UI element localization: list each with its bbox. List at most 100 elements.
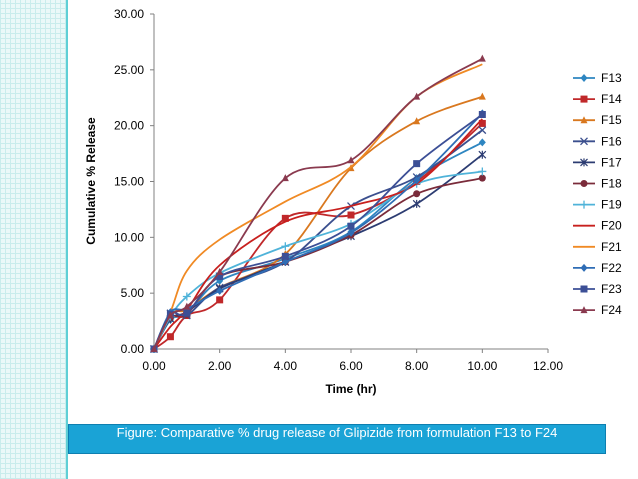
legend-label: F23: [601, 282, 622, 296]
legend-entry-f20: F20: [573, 219, 622, 233]
data-point: [478, 92, 486, 100]
data-point: [281, 252, 289, 260]
series-f22: [150, 109, 486, 353]
data-point: [347, 211, 355, 219]
data-point: [478, 174, 486, 182]
legend-entry-f21: F21: [573, 240, 622, 254]
legend-label: F15: [601, 113, 622, 127]
legend-label: F14: [601, 92, 622, 106]
legend-label: F18: [601, 177, 622, 191]
legend-marker: [580, 285, 588, 293]
decorative-left-strip: [0, 0, 66, 479]
data-point: [478, 54, 486, 62]
legend-marker: [580, 137, 588, 146]
y-tick-label: 20.00: [114, 119, 144, 133]
x-axis-label: Time (hr): [325, 382, 376, 396]
legend-marker: [580, 306, 588, 314]
series-f15: [150, 92, 486, 352]
legend-entry-f17: F17: [573, 155, 622, 169]
data-point: [347, 228, 355, 237]
series-f16: [150, 126, 487, 353]
legend-label: F16: [601, 134, 622, 148]
data-point: [216, 286, 224, 295]
y-tick-label: 25.00: [114, 63, 144, 77]
series-line-f18: [153, 177, 483, 350]
data-point: [478, 138, 486, 147]
data-point: [166, 311, 174, 319]
legend-label: F19: [601, 198, 622, 212]
legend-label: F24: [601, 303, 622, 317]
legend-entry-f15: F15: [573, 113, 622, 127]
series-line-f19: [153, 170, 483, 350]
legend-entry-f16: F16: [573, 134, 622, 148]
legend-marker: [580, 263, 588, 272]
figure-caption: Figure: Comparative % drug release of Gl…: [68, 424, 606, 454]
data-point: [413, 160, 421, 168]
legend-entry-f23: F23: [573, 282, 622, 296]
legend-entry-f19: F19: [573, 198, 622, 212]
x-tick-label: 0.00: [142, 359, 166, 373]
x-tick-label: 12.00: [533, 359, 563, 373]
series-line-f23: [153, 113, 483, 350]
y-tick-label: 15.00: [114, 175, 144, 189]
data-point: [281, 257, 289, 266]
data-point: [413, 92, 421, 100]
data-point: [216, 296, 224, 304]
legend-entry-f18: F18: [573, 177, 622, 191]
legend-label: F17: [601, 155, 622, 169]
x-tick-label: 6.00: [339, 359, 363, 373]
legend-marker: [580, 180, 588, 187]
legend-label: F13: [601, 71, 622, 85]
legend-label: F20: [601, 219, 622, 233]
data-point: [347, 156, 355, 164]
data-point: [216, 267, 224, 275]
chart-axes: 0.00 5.00 10.00 15.00 20.00 25.00 30.00 0.00 2.0…: [114, 7, 563, 373]
legend-marker: [580, 200, 588, 209]
y-tick-label: 5.00: [121, 286, 145, 300]
data-point: [478, 119, 486, 127]
legend-label: F22: [601, 261, 622, 275]
data-point: [182, 292, 191, 301]
series-f24: [150, 54, 486, 352]
data-point: [150, 345, 158, 352]
data-point: [412, 199, 421, 208]
chart-series: [150, 54, 487, 353]
legend-entry-f13: F13: [573, 71, 622, 85]
y-tick-label: 30.00: [114, 7, 144, 21]
legend-entry-f24: F24: [573, 303, 622, 317]
data-point: [183, 302, 191, 310]
data-point: [347, 222, 355, 230]
data-point: [478, 150, 487, 159]
series-line-f16: [153, 129, 483, 350]
x-tick-label: 2.00: [208, 359, 232, 373]
legend-entry-f22: F22: [573, 261, 622, 275]
legend-marker: [580, 74, 588, 82]
series-line-f22: [153, 112, 483, 350]
data-point: [413, 117, 421, 125]
series-f13: [150, 138, 486, 353]
y-axis-label: Cumulative % Release: [84, 117, 98, 245]
decorative-left-rule: [66, 0, 68, 479]
data-point: [478, 111, 486, 118]
series-line-f13: [153, 141, 483, 350]
x-tick-label: 8.00: [405, 359, 429, 373]
y-tick-label: 0.00: [121, 342, 145, 356]
x-tick-label: 10.00: [467, 359, 497, 373]
data-point: [413, 190, 421, 198]
legend-marker: [580, 158, 588, 167]
series-f18: [150, 174, 486, 353]
legend-entry-f14: F14: [573, 92, 622, 106]
legend-label: F21: [601, 240, 622, 254]
series-f19: [150, 167, 487, 353]
legend-marker: [580, 95, 588, 103]
data-point: [478, 126, 487, 135]
x-tick-label: 4.00: [274, 359, 298, 373]
series-f17: [150, 150, 487, 353]
series-f23: [150, 111, 486, 353]
data-point: [413, 176, 421, 185]
series-line-f21: [153, 63, 483, 350]
data-point: [478, 167, 487, 176]
data-point: [281, 214, 289, 222]
chart-legend: F13 F14 F15 F16 F17 F18 F19 F20 F21 F22 F23 F24: [573, 71, 622, 317]
